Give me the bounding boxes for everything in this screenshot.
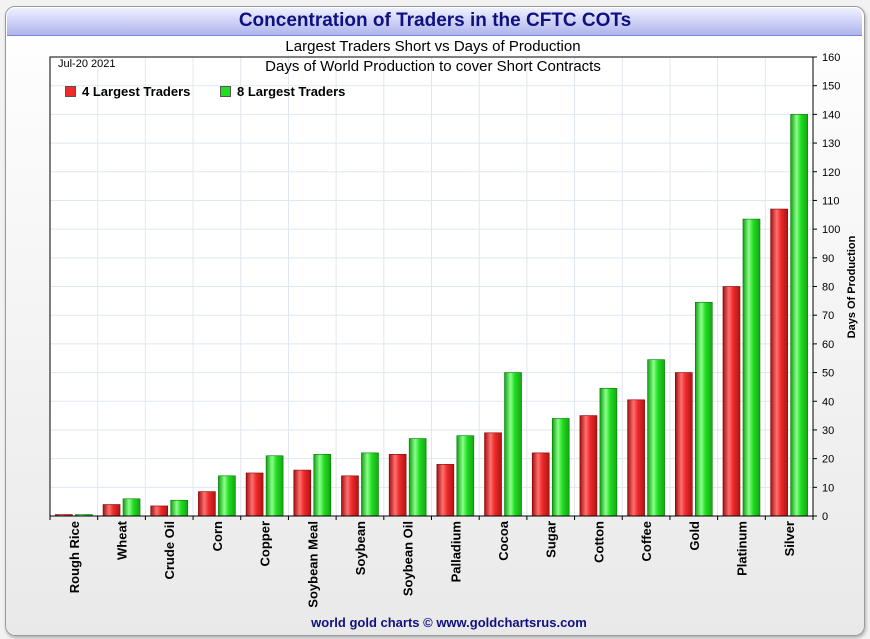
x-category-label: Corn [210,521,225,551]
x-category-label: Cocoa [496,520,511,561]
bar-8-largest [265,455,284,517]
bar-4-largest [484,432,502,517]
y-tick-label: 140 [822,109,840,121]
x-category-label: Palladium [448,521,463,582]
y-tick-label: 10 [822,482,834,494]
bar-8-largest [647,359,665,517]
bar-8-largest [551,418,570,517]
y-tick-label: 150 [822,81,840,93]
x-category-label: Wheat [115,520,130,560]
y-tick-label: 120 [822,167,840,179]
legend-swatch-red [65,86,76,97]
bar-4-largest [579,415,598,517]
bar-8-largest [122,498,141,517]
x-category-label: Soybean Meal [305,521,320,608]
x-category-label: Sugar [544,521,559,558]
bar-8-largest [408,438,427,517]
legend-swatch-green [220,86,231,97]
bar-8-largest [361,452,379,517]
x-category-label: Rough Rice [67,521,82,593]
y-axis-label: Days Of Production [846,235,858,339]
y-tick-label: 110 [822,195,840,207]
x-category-label: Coffee [639,521,654,561]
x-category-label: Silver [782,521,797,556]
bar-4-largest [341,475,359,517]
y-tick-label: 60 [822,339,834,351]
bar-8-largest [313,454,332,517]
footer-credit: world gold charts © www.goldchartsrus.co… [311,615,587,630]
bar-4-largest [150,505,169,517]
chart-subtitle-1: Largest Traders Short vs Days of Product… [285,38,581,55]
x-category-label: Copper [258,521,273,567]
legend-item-4-largest: 4 Largest Traders [65,84,190,99]
x-category-label: Platinum [734,521,749,576]
bar-4-largest [770,208,788,517]
legend-label-4-largest: 4 Largest Traders [82,84,191,99]
y-tick-label: 80 [822,282,834,294]
bar-8-largest [742,218,761,517]
bar-8-largest [790,114,808,517]
bar-4-largest [388,454,407,517]
bar-4-largest [674,372,693,517]
y-tick-label: 20 [822,454,834,466]
x-category-label: Gold [687,521,702,551]
report-date: Jul-20 2021 [58,58,116,70]
x-category-label: Crude Oil [162,521,177,580]
bar-4-largest [198,491,216,517]
title-bar [7,8,862,36]
y-tick-label: 130 [822,138,840,150]
x-category-label: Soybean [353,521,368,575]
x-category-label: Soybean Oil [401,521,416,596]
bar-4-largest [293,469,312,517]
bar-8-largest [694,301,713,517]
bar-4-largest [436,464,455,517]
bar-8-largest [504,372,522,517]
bar-4-largest [245,472,264,517]
bar-4-largest [102,504,121,517]
y-tick-label: 50 [822,368,834,380]
x-category-label: Cotton [591,521,606,563]
bar-4-largest [722,286,741,517]
chart-title: Concentration of Traders in the CFTC COT… [238,10,632,31]
y-tick-label: 100 [822,224,840,236]
y-tick-label: 90 [822,253,834,265]
bar-8-largest [170,499,189,517]
y-tick-label: 40 [822,396,834,408]
y-tick-label: 30 [822,425,834,437]
bar-4-largest [627,399,645,517]
bar-8-largest [218,475,236,517]
y-tick-label: 160 [822,52,840,64]
legend-item-8-largest: 8 Largest Traders [220,84,345,99]
bar-4-largest [531,452,550,517]
y-tick-label: 0 [822,511,828,523]
y-tick-label: 70 [822,310,834,322]
legend-label-8-largest: 8 Largest Traders [237,84,346,99]
bar-8-largest [456,435,475,517]
chart-subtitle-2: Days of World Production to cover Short … [265,58,601,75]
bar-8-largest [599,388,618,517]
